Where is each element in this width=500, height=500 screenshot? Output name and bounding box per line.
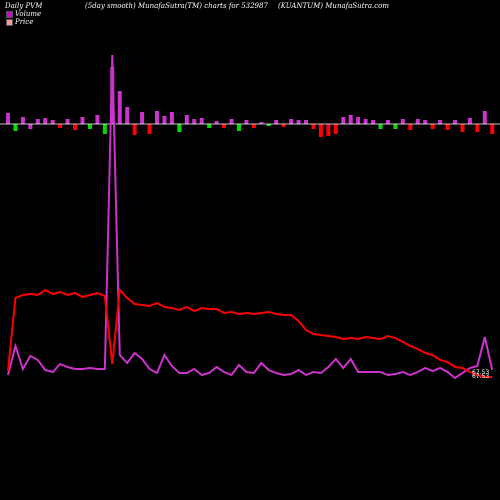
- volume-bar: [58, 124, 63, 128]
- volume-line: [7, 54, 494, 380]
- volume-bar: [341, 117, 346, 124]
- volume-bar: [266, 124, 271, 126]
- chart-header-title: (5day smooth) MunafaSutra(TM) charts for…: [85, 2, 268, 10]
- volume-bar: [177, 124, 182, 132]
- volume-bar: [482, 111, 487, 124]
- volume-bar: [296, 120, 301, 124]
- volume-bar: [460, 124, 465, 132]
- volume-bar: [169, 112, 174, 124]
- volume-bar: [87, 124, 92, 129]
- legend-price-label: Price: [15, 18, 34, 26]
- volume-bar: [415, 119, 420, 124]
- volume-bar: [207, 124, 212, 128]
- legend-volume-label: Volume: [15, 10, 42, 18]
- volume-bar: [80, 117, 85, 124]
- volume-bar: [281, 124, 286, 127]
- volume-bar: [162, 116, 167, 124]
- volume-bar: [236, 124, 241, 131]
- end-value-label: 67.53: [472, 369, 489, 376]
- volume-bar: [430, 124, 435, 129]
- volume-bar: [73, 124, 78, 130]
- volume-bar: [251, 124, 256, 128]
- volume-bar: [318, 124, 323, 137]
- volume-bar: [147, 124, 152, 134]
- volume-bar: [13, 124, 18, 131]
- volume-bar: [35, 119, 40, 124]
- legend-price: Price: [6, 18, 33, 26]
- volume-bar: [289, 119, 294, 124]
- volume-bar: [117, 91, 122, 124]
- volume-bar: [229, 119, 234, 124]
- volume-bar: [28, 124, 33, 129]
- volume-bar: [393, 124, 398, 129]
- volume-bar: [385, 120, 390, 124]
- chart-header-left: Daily PVM: [5, 2, 43, 10]
- volume-bar: [348, 115, 353, 124]
- volume-bar: [475, 124, 480, 132]
- volume-bar: [125, 107, 130, 124]
- volume-bar: [400, 119, 405, 124]
- price-line: [7, 287, 493, 378]
- volume-bar: [65, 119, 70, 124]
- volume-bar: [326, 124, 331, 136]
- volume-bar: [192, 119, 197, 124]
- volume-bar: [356, 117, 361, 124]
- volume-bar: [43, 118, 48, 124]
- volume-bar: [184, 115, 189, 124]
- legend-volume: Volume: [6, 10, 41, 18]
- volume-bars: [6, 67, 495, 137]
- volume-bar: [408, 124, 413, 130]
- volume-bar: [467, 118, 472, 124]
- volume-bar: [155, 111, 159, 124]
- legend-volume-swatch: [6, 10, 13, 18]
- volume-bar: [244, 120, 249, 124]
- volume-bar: [378, 124, 383, 129]
- volume-bar: [214, 121, 219, 124]
- volume-bar: [6, 113, 10, 124]
- legend-price-swatch: [6, 18, 13, 26]
- volume-bar: [304, 120, 308, 124]
- volume-bar: [222, 124, 227, 128]
- volume-bar: [95, 115, 100, 124]
- volume-bar: [363, 119, 368, 124]
- volume-bar: [453, 120, 457, 124]
- volume-bar: [140, 112, 145, 124]
- volume-bar: [132, 124, 137, 135]
- volume-bar: [490, 124, 495, 134]
- end-value-label-secondary: 67.53: [472, 373, 489, 380]
- volume-bar: [438, 120, 443, 124]
- volume-bar: [199, 118, 204, 124]
- volume-bar: [333, 124, 338, 134]
- chart-header-right: (KUANTUM) MunafaSutra.com: [278, 2, 390, 10]
- volume-bar: [102, 124, 107, 134]
- volume-bar: [445, 124, 450, 130]
- volume-bar: [371, 120, 376, 124]
- volume-bar: [20, 117, 25, 124]
- volume-bar: [259, 122, 264, 124]
- volume-bar: [274, 120, 279, 124]
- volume-bar: [311, 124, 316, 129]
- volume-bar: [50, 120, 55, 124]
- volume-bar: [423, 120, 428, 124]
